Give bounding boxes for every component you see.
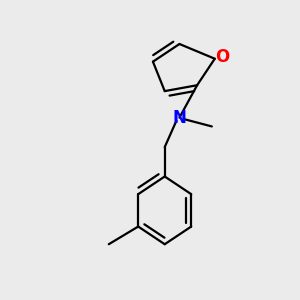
Text: N: N xyxy=(172,109,186,127)
Text: O: O xyxy=(215,48,229,66)
